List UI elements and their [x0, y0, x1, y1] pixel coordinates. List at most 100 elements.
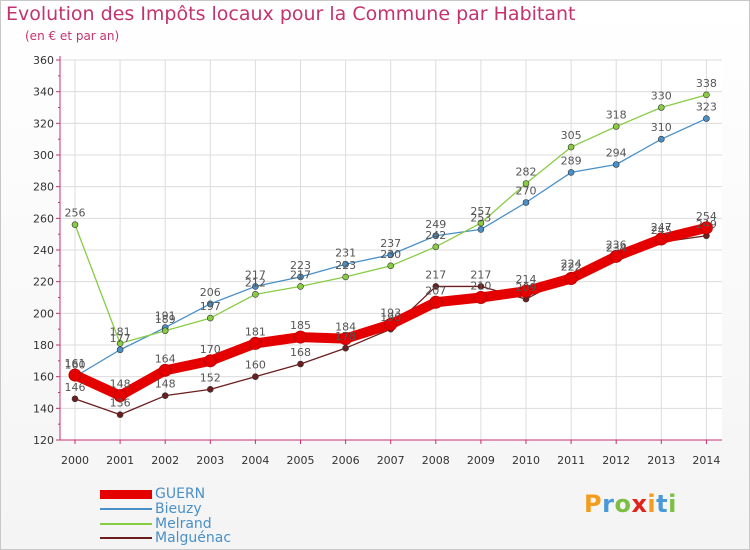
data-label-melrand: 197 — [200, 300, 221, 313]
legend-item-guern: GUERN — [100, 486, 205, 502]
data-point-melrand — [612, 123, 620, 130]
data-label-bieuzy: 253 — [470, 211, 491, 224]
data-point-melrand — [477, 219, 485, 227]
chart-subtitle: (en € et par an) — [25, 29, 120, 43]
data-point-guern — [203, 354, 217, 368]
data-point-malguenac — [207, 386, 214, 393]
data-label-bieuzy: 217 — [245, 268, 266, 281]
data-label-bieuzy: 294 — [606, 147, 627, 160]
legend-item-bieuzy: Bieuzy — [100, 501, 202, 517]
logo-letter: P — [584, 490, 603, 518]
data-point-bieuzy — [116, 346, 124, 354]
data-point-guern — [429, 295, 443, 309]
logo-letter: o — [614, 490, 632, 518]
legend-label-melrand: Melrand — [155, 516, 212, 532]
legend-label-malguenac: Malguénac — [155, 530, 232, 546]
data-point-malguenac — [432, 283, 440, 290]
data-point-guern — [564, 272, 578, 285]
legend-swatch-guern — [100, 489, 152, 499]
data-point-bieuzy — [567, 169, 575, 176]
data-point-guern — [339, 332, 353, 346]
data-point-guern — [519, 284, 533, 298]
data-point-bieuzy — [387, 251, 395, 259]
x-tick-label: 2011 — [557, 454, 585, 467]
y-tick-label: 140 — [33, 402, 54, 415]
legend-item-malguenac: Malguénac — [100, 530, 231, 546]
data-point-bieuzy — [703, 115, 710, 122]
y-tick-label: 280 — [33, 181, 54, 194]
data-label-melrand: 318 — [606, 109, 627, 122]
data-label-malguenac: 146 — [65, 381, 86, 394]
x-tick-label: 2005 — [287, 454, 315, 467]
data-label-malguenac: 148 — [155, 378, 176, 391]
data-label-bieuzy: 237 — [380, 237, 401, 250]
logo-letter: t — [656, 490, 669, 518]
legend-label-guern: GUERN — [155, 486, 206, 502]
x-tick-label: 2004 — [241, 454, 269, 467]
data-point-melrand — [161, 327, 169, 335]
data-point-malguenac — [71, 395, 79, 403]
data-label-malguenac: 224 — [561, 257, 582, 270]
data-point-guern — [474, 291, 488, 304]
data-label-guern: 184 — [335, 321, 356, 334]
y-tick-label: 360 — [33, 54, 54, 67]
data-label-malguenac: 234 — [606, 242, 627, 255]
x-tick-label: 2012 — [602, 454, 630, 467]
data-label-melrand: 282 — [516, 166, 537, 179]
data-label-melrand: 223 — [335, 259, 356, 272]
y-tick-label: 180 — [33, 339, 54, 352]
data-label-bieuzy: 289 — [561, 154, 582, 167]
data-point-malguenac — [116, 411, 124, 418]
data-label-guern: 164 — [155, 352, 176, 365]
data-point-guern — [654, 232, 668, 246]
x-tick-label: 2003 — [196, 454, 224, 467]
data-point-melrand — [522, 180, 530, 187]
data-point-melrand — [297, 283, 304, 290]
data-point-malguenac — [342, 344, 349, 352]
data-label-guern: 214 — [516, 273, 537, 286]
data-point-malguenac — [297, 360, 304, 368]
data-label-bieuzy: 249 — [425, 218, 446, 231]
data-point-bieuzy — [207, 300, 214, 308]
x-tick-label: 2014 — [692, 454, 720, 467]
data-label-bieuzy: 177 — [110, 332, 131, 345]
data-point-bieuzy — [477, 226, 485, 233]
data-label-bieuzy: 160 — [65, 359, 86, 372]
data-point-malguenac — [161, 392, 169, 399]
data-label-malguenac: 136 — [110, 397, 131, 410]
legend-swatch-melrand — [100, 523, 152, 525]
y-tick-label: 160 — [33, 371, 54, 384]
data-label-malguenac: 245 — [651, 224, 672, 237]
data-label-guern: 181 — [245, 325, 266, 338]
data-point-melrand — [116, 340, 124, 347]
x-tick-label: 2006 — [332, 454, 360, 467]
data-label-guern: 185 — [290, 319, 311, 332]
data-label-bieuzy: 206 — [200, 286, 221, 299]
data-label-malguenac: 190 — [380, 311, 401, 324]
data-label-guern: 222 — [561, 261, 582, 274]
data-label-guern: 247 — [651, 221, 672, 234]
data-label-malguenac: 168 — [290, 346, 311, 359]
data-label-melrand: 256 — [65, 207, 86, 220]
data-label-bieuzy: 310 — [651, 121, 672, 134]
x-tick-label: 2009 — [467, 454, 495, 467]
legend-swatch-bieuzy — [100, 508, 152, 510]
legend-swatch-malguenac — [100, 537, 152, 539]
data-label-melrand: 330 — [651, 90, 672, 103]
data-label-melrand: 305 — [561, 129, 582, 142]
data-point-guern — [699, 221, 713, 235]
data-point-melrand — [207, 314, 214, 322]
y-tick-label: 220 — [33, 276, 54, 289]
data-point-bieuzy — [342, 260, 349, 268]
data-point-melrand — [567, 143, 575, 151]
data-label-guern: 207 — [425, 284, 446, 297]
data-label-malguenac: 249 — [696, 218, 717, 231]
y-tick-label: 260 — [33, 212, 54, 225]
data-label-bieuzy: 323 — [696, 101, 717, 114]
data-label-malguenac: 217 — [470, 268, 491, 281]
data-label-malguenac: 209 — [516, 281, 537, 294]
data-label-malguenac: 160 — [245, 359, 266, 372]
data-point-guern — [113, 389, 127, 403]
data-label-guern: 210 — [470, 280, 491, 293]
